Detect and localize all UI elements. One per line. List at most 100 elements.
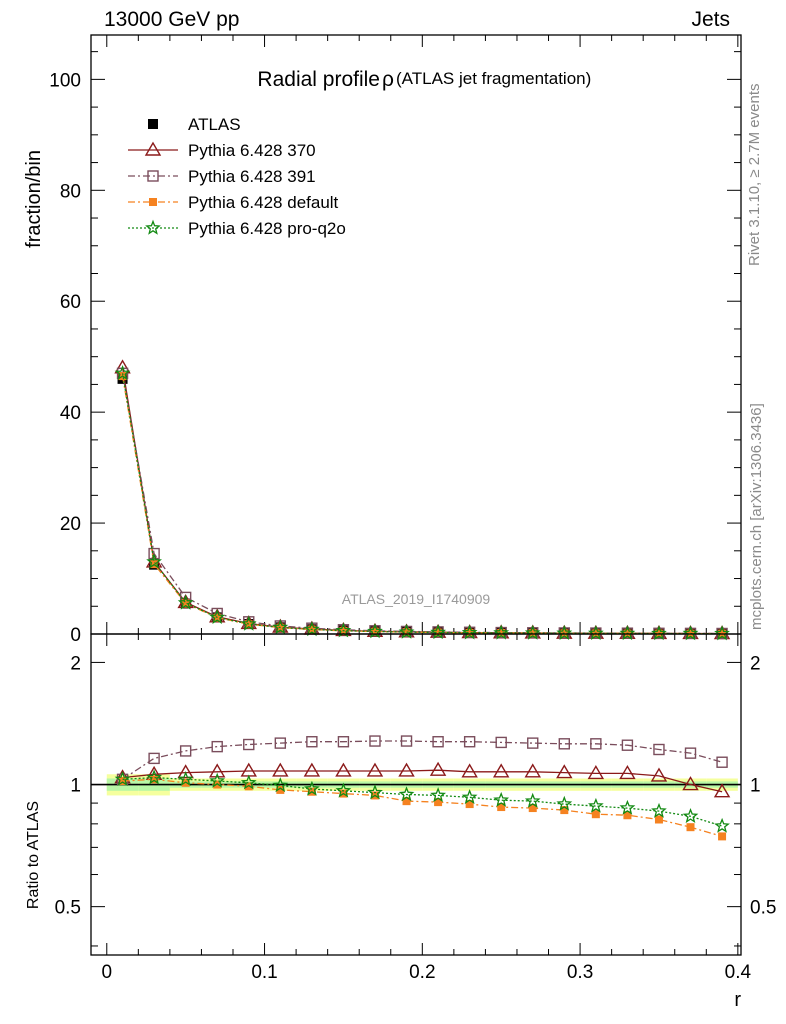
series-2-ratio-point bbox=[274, 737, 287, 749]
chart-title: Radial profile bbox=[257, 68, 380, 91]
y-tick-label: 100 bbox=[49, 70, 81, 91]
ratio-frame bbox=[90, 633, 742, 956]
series-4-ratio-point bbox=[335, 782, 352, 798]
series-2-ratio-point bbox=[684, 747, 697, 759]
series-4-point bbox=[619, 625, 636, 641]
series-3-ratio-point bbox=[150, 775, 159, 784]
series-4-point bbox=[272, 619, 289, 635]
series-1-ratio-line bbox=[122, 769, 723, 793]
series-4-point bbox=[682, 625, 699, 641]
series-2-ratio-point bbox=[590, 738, 602, 750]
series-2-ratio-point bbox=[495, 736, 507, 749]
ratio-y-tick-label-right: 2 bbox=[750, 653, 761, 674]
series-4-ratio-point bbox=[493, 791, 510, 807]
series-1-ratio-point bbox=[177, 764, 194, 779]
series-1-ratio-point bbox=[272, 762, 289, 777]
series-4-point bbox=[430, 624, 447, 640]
series-4-ratio-point bbox=[556, 795, 573, 811]
x-tick-label: 0.2 bbox=[409, 962, 435, 983]
series-1-legend-marker bbox=[144, 141, 162, 156]
y-tick-label: 0 bbox=[70, 625, 81, 646]
ratio-y-tick-label-right: 1 bbox=[750, 776, 761, 797]
x-tick-label: 0.4 bbox=[725, 962, 752, 983]
series-4-ratio-point bbox=[114, 770, 131, 787]
series-4-ratio-point bbox=[619, 799, 636, 815]
series-0-legend-label: ATLAS bbox=[188, 115, 241, 134]
series-2-ratio-point bbox=[716, 756, 728, 768]
main-panel: 0 20 40 60 80 100 bbox=[49, 34, 742, 955]
series-1-ratio-point bbox=[682, 776, 699, 791]
ratio-panel: 0 0.1 0.2 0.3 0.4 0.5 0.5 1 1 2 2 bbox=[55, 633, 776, 983]
series-4-ratio-point bbox=[398, 786, 415, 802]
y-axis-label: fraction/bin bbox=[23, 150, 45, 248]
ratio-y-tick-label: 2 bbox=[70, 653, 81, 674]
ratio-y-tick-label: 0.5 bbox=[55, 898, 81, 919]
series-1-ratio-point bbox=[303, 762, 321, 777]
series-1-ratio-point bbox=[366, 762, 384, 777]
series-1-ratio-point bbox=[587, 765, 605, 780]
series-3-legend-marker bbox=[149, 198, 157, 206]
series-4-ratio-point bbox=[587, 797, 604, 813]
series-4-ratio-point bbox=[524, 792, 541, 808]
series-3-ratio-point bbox=[718, 832, 727, 841]
series-1-ratio-point bbox=[398, 762, 415, 777]
series-3-point bbox=[181, 599, 190, 608]
series-4-point bbox=[493, 624, 510, 640]
series-2-ratio-point bbox=[400, 735, 413, 747]
series-3-ratio-point bbox=[276, 785, 285, 794]
series-4-point bbox=[461, 624, 478, 640]
series-1-ratio-point bbox=[492, 763, 510, 778]
series-2-legend-label: Pythia 6.428 391 bbox=[188, 167, 316, 186]
series-3-point bbox=[528, 629, 537, 638]
series-2-point bbox=[148, 547, 160, 560]
series-1-ratio-point bbox=[461, 763, 478, 778]
series-4-point bbox=[240, 615, 257, 631]
series-4-point bbox=[587, 624, 604, 641]
series-2-ratio-point bbox=[148, 752, 160, 765]
y-tick-label: 80 bbox=[60, 181, 81, 202]
header-right: Jets bbox=[691, 8, 730, 31]
y-tick-label: 20 bbox=[60, 514, 81, 535]
series-1-ratio-point bbox=[713, 783, 731, 798]
series-3-ratio-point bbox=[118, 777, 127, 786]
series-2-ratio-point bbox=[621, 739, 634, 751]
series-3-point bbox=[434, 628, 443, 637]
chart-subtitle: (ATLAS jet fragmentation) bbox=[396, 69, 591, 88]
series-4-ratio-point bbox=[367, 784, 383, 800]
series-3-ratio-point bbox=[465, 800, 474, 809]
series-4-ratio-point bbox=[272, 777, 289, 793]
ratio-y-tick-label: 1 bbox=[70, 776, 81, 797]
series-4-ratio-point bbox=[177, 770, 194, 787]
x-axis-label: r bbox=[734, 989, 741, 1011]
series-4-point bbox=[304, 621, 320, 637]
chart-title-symbol: ρ bbox=[382, 68, 394, 91]
series-3-ratio-line bbox=[122, 778, 723, 838]
series-1-ratio-point bbox=[650, 767, 668, 782]
series-2-ratio-point bbox=[306, 736, 318, 748]
watermark: ATLAS_2019_I1740909 bbox=[342, 591, 491, 607]
series-4-point bbox=[114, 364, 131, 381]
series-4-point bbox=[209, 609, 226, 625]
series-3-ratio-point bbox=[591, 810, 600, 819]
y-tick-label: 60 bbox=[60, 292, 81, 313]
ratio-y-tick-label-right: 0.5 bbox=[750, 898, 776, 919]
x-tick-label: 0.1 bbox=[251, 962, 277, 983]
series-4-point bbox=[714, 625, 730, 641]
series-4-point bbox=[651, 625, 667, 641]
ratio-y-axis-label: Ratio to ATLAS bbox=[25, 801, 42, 909]
y-tick-label: 40 bbox=[60, 403, 81, 424]
x-tick-label: 0.3 bbox=[567, 962, 593, 983]
series-3-ratio-point bbox=[686, 823, 695, 832]
series-2-ratio-point bbox=[243, 738, 255, 751]
series-4-ratio-line bbox=[122, 776, 723, 827]
x-tick-label: 0 bbox=[101, 962, 112, 983]
series-2-ratio-point bbox=[369, 735, 381, 747]
series-4-legend-marker bbox=[145, 219, 161, 235]
series-1-ratio-point bbox=[524, 763, 541, 778]
header-left: 13000 GeV pp bbox=[104, 8, 240, 31]
series-1-legend-label: Pythia 6.428 370 bbox=[188, 141, 316, 160]
series-4-ratio-point bbox=[714, 817, 730, 833]
series-2-ratio-point bbox=[432, 736, 444, 748]
series-4-ratio-point bbox=[209, 772, 226, 788]
series-2-ratio-point bbox=[558, 738, 571, 750]
